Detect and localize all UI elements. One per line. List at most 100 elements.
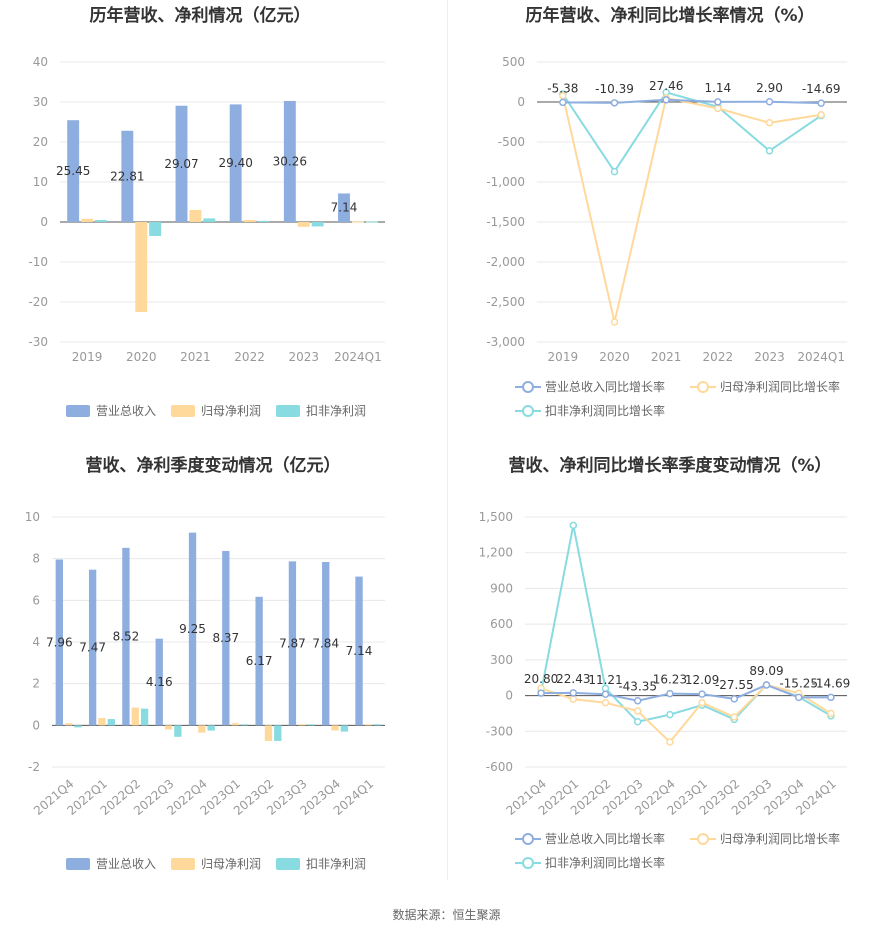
bar-deducted-profit	[340, 725, 349, 732]
bar-deducted-profit	[149, 222, 162, 236]
y-tick-label: 2	[32, 677, 40, 691]
bar-revenue	[255, 596, 263, 726]
legend-label: 营业总收入同比增长率	[545, 379, 665, 394]
revenue-growth-point	[537, 689, 545, 697]
legend-label: 扣非净利润	[306, 857, 366, 871]
revenue-growth-point	[559, 98, 567, 107]
revenue-growth-data-label: -14.69	[802, 82, 841, 96]
y-tick-label: 6	[32, 593, 40, 607]
y-tick-label: -600	[486, 760, 513, 774]
y-tick-label: 0	[40, 215, 48, 229]
legend-swatch	[276, 405, 300, 417]
revenue-data-label: 6.17	[246, 654, 273, 668]
net-profit-growth-line	[540, 683, 832, 744]
x-tick-label: 2020	[599, 350, 630, 364]
bar-deducted-profit	[240, 724, 249, 726]
bar-net-profit	[351, 221, 364, 223]
revenue-growth-data-label: 20.80	[524, 672, 558, 686]
legend-swatch-marker	[697, 833, 709, 845]
legend-label: 归母净利润	[201, 857, 261, 871]
revenue-growth-point	[817, 99, 825, 107]
y-tick-label: -10	[28, 255, 48, 269]
y-tick-label: -300	[486, 724, 513, 738]
y-tick-label: 1,500	[479, 510, 513, 524]
legend-swatch-marker	[522, 405, 534, 417]
bar-revenue	[121, 130, 134, 222]
y-tick-label: -30	[28, 335, 48, 349]
x-tick-label: 2021	[651, 350, 682, 364]
revenue-data-label: 22.81	[110, 169, 144, 183]
net-profit-growth-point	[714, 104, 722, 113]
deducted-profit-growth-line	[562, 91, 822, 174]
legend-label: 归母净利润同比增长率	[720, 831, 840, 846]
revenue-growth-point	[610, 99, 619, 107]
bar-net-profit	[331, 725, 339, 731]
data-source-note: 数据来源：恒生聚源	[392, 908, 501, 922]
legend-label: 营业总收入	[96, 857, 156, 871]
revenue-growth-data-label: 89.09	[749, 664, 783, 678]
revenue-growth-point	[765, 98, 774, 106]
bar-net-profit	[98, 718, 106, 726]
x-tick-label: 2024Q1	[334, 350, 382, 364]
bar-deducted-profit	[74, 725, 82, 728]
revenue-data-label: 4.16	[146, 675, 173, 689]
legend-label: 归母净利润同比增长率	[720, 379, 840, 394]
revenue-growth-line	[562, 98, 822, 105]
revenue-growth-data-label: 12.09	[685, 673, 719, 687]
bar-deducted-profit	[374, 724, 382, 726]
revenue-data-label: 7.84	[312, 637, 339, 651]
deducted-profit-growth-point	[633, 718, 642, 726]
x-tick-label: 2019	[548, 350, 579, 364]
net-profit-growth-line	[561, 95, 822, 323]
revenue-growth-data-label: -43.35	[618, 680, 657, 694]
bar-revenue	[338, 193, 350, 222]
bar-revenue	[175, 105, 188, 222]
net-profit-growth-point	[633, 707, 642, 715]
y-tick-label: 30	[33, 95, 48, 109]
legend-swatch-marker	[522, 833, 534, 845]
y-tick-label: 10	[25, 510, 40, 524]
bar-revenue	[229, 104, 242, 222]
revenue-data-label: 7.87	[279, 636, 306, 650]
revenue-data-label: 7.14	[331, 201, 358, 215]
y-tick-label: -2	[28, 760, 40, 774]
x-tick-label: 2022	[703, 350, 734, 364]
bar-revenue	[222, 550, 230, 726]
bar-deducted-profit	[274, 725, 282, 741]
y-tick-label: 600	[490, 617, 513, 631]
quarterly-growth-rate-chart: 营收、净利同比增长率季度变动情况（%） 1,500 1,200 900 600 300 0 -…	[447, 450, 893, 890]
revenue-growth-point	[714, 98, 722, 106]
bar-net-profit	[164, 725, 173, 730]
revenue-growth-point	[794, 693, 803, 702]
annual-growth-rate-chart: 历年营收、净利同比增长率情况（%） 500 0 -500 -1,000 -1,500 -2,…	[447, 0, 893, 440]
bar-net-profit	[298, 724, 306, 726]
bar-deducted-profit	[365, 221, 378, 223]
revenue-data-label: 7.96	[46, 635, 73, 649]
net-profit-growth-point	[610, 318, 619, 326]
bar-net-profit	[243, 220, 256, 222]
legend-label: 营业总收入	[96, 404, 156, 418]
revenue-growth-point	[601, 690, 610, 698]
annual-revenue-profit-svg: 历年营收、净利情况（亿元） 40 30 20 10 0 -10 -20 -30 2019 2020 2…	[28, 5, 385, 418]
revenue-growth-data-label: 1.14	[704, 81, 731, 95]
quarterly-growth-rate-svg: 营收、净利同比增长率季度变动情况（%） 1,500 1,200 900 600 300 0 -…	[479, 455, 851, 870]
revenue-growth-point	[698, 690, 706, 698]
quarterly-revenue-profit-svg: 营收、净利季度变动情况（亿元）1086420-22021Q42022Q12022…	[25, 455, 385, 871]
bar-net-profit	[135, 222, 148, 312]
quarterly-revenue-profit-chart: 营收、净利季度变动情况（亿元） 10 8 6 4 2 0 -2 2021Q4 2022Q1 2022…	[0, 450, 447, 890]
revenue-growth-data-label: 11.21	[588, 673, 622, 687]
revenue-data-label: 9.25	[179, 622, 206, 636]
net-profit-growth-point	[730, 713, 739, 721]
deducted-profit-growth-point	[610, 167, 619, 176]
chart-title: 历年营收、净利情况（亿元）	[90, 5, 311, 26]
y-tick-label: -2,000	[486, 255, 525, 269]
x-tick-label: 2019	[72, 350, 103, 364]
legend-swatch	[171, 405, 195, 417]
bar-revenue	[88, 569, 97, 726]
deducted-profit-growth-point	[765, 147, 774, 155]
x-tick-label: 2020	[126, 350, 157, 364]
legend-swatch	[171, 858, 195, 870]
chart-title: 营收、净利同比增长率季度变动情况（%）	[508, 455, 831, 476]
x-tick-label: 2021	[180, 350, 211, 364]
bar-deducted-profit	[203, 218, 216, 222]
